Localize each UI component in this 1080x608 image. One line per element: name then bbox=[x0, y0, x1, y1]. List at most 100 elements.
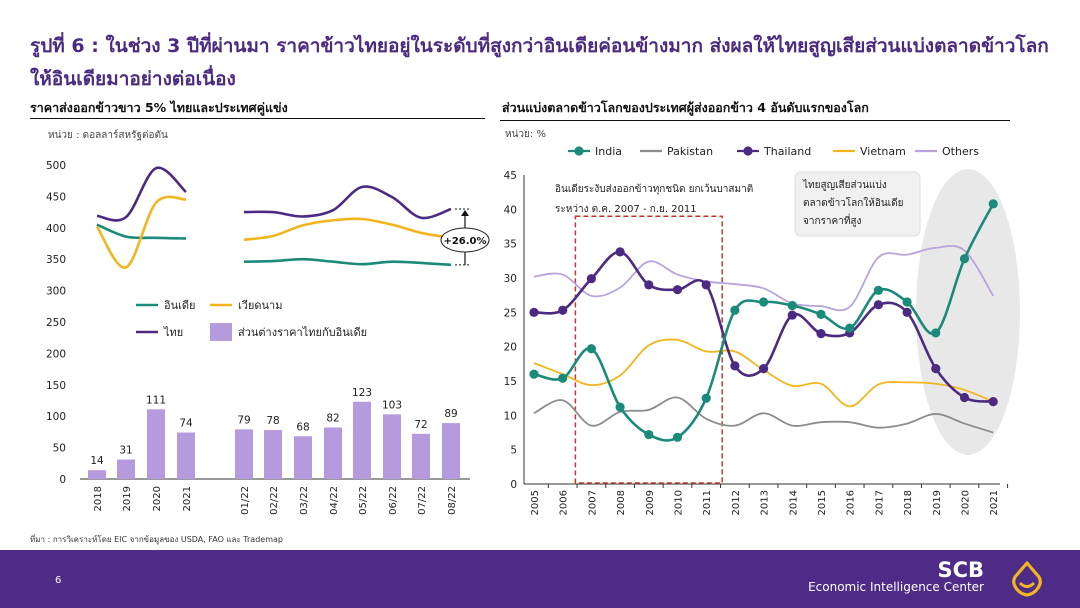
right-x-tick-label: 2006 bbox=[559, 490, 570, 515]
source-note: ที่มา : การวิเคราะห์โดย EIC จากข้อมูลของ… bbox=[30, 535, 283, 544]
right-y-tick-label: 35 bbox=[504, 239, 517, 251]
left-x-tick-label: 2021 bbox=[182, 486, 193, 511]
right-x-tick-label: 2019 bbox=[932, 490, 943, 515]
left-line-vietnam-monthly bbox=[243, 217, 452, 242]
left-x-tick-label: 02/22 bbox=[269, 486, 280, 515]
right-point-india bbox=[816, 309, 826, 319]
right-point-india bbox=[988, 199, 998, 209]
right-x-tick-label: 2009 bbox=[645, 490, 656, 515]
left-title-rule bbox=[30, 118, 485, 119]
left-bar bbox=[412, 433, 430, 479]
left-bar-label: 72 bbox=[414, 419, 427, 431]
right-x-tick-label: 2011 bbox=[702, 490, 713, 515]
right-y-tick-label: 40 bbox=[504, 204, 517, 216]
right-legend-label: Thailand bbox=[763, 145, 811, 158]
left-x-tick-label: 04/22 bbox=[329, 486, 340, 515]
right-point-thailand bbox=[759, 364, 769, 374]
left-y-tick-label: 200 bbox=[46, 348, 66, 360]
left-bar-label: 31 bbox=[119, 445, 132, 457]
right-point-india bbox=[931, 328, 941, 338]
left-gap-arrowhead bbox=[461, 209, 469, 216]
left-y-tick-label: 500 bbox=[46, 160, 66, 172]
right-point-thailand bbox=[644, 280, 654, 290]
left-bar-label: 123 bbox=[352, 387, 372, 399]
left-bar bbox=[177, 432, 195, 479]
right-x-tick-label: 2020 bbox=[961, 490, 972, 515]
left-x-tick-label: 08/22 bbox=[447, 486, 458, 515]
right-callout-box bbox=[794, 171, 921, 237]
left-x-tick-label: 05/22 bbox=[358, 486, 369, 515]
left-bar-label: 82 bbox=[326, 413, 339, 425]
left-y-tick-label: 150 bbox=[46, 380, 66, 392]
right-highlight-oval bbox=[916, 169, 1020, 455]
right-point-thailand bbox=[931, 364, 941, 374]
right-y-tick-label: 0 bbox=[510, 479, 517, 491]
right-point-thailand bbox=[672, 285, 683, 295]
right-point-thailand bbox=[558, 305, 568, 315]
left-bar-label: 103 bbox=[382, 399, 402, 411]
right-chart-title: ส่วนแบ่งตลาดข้าวโลกของประเทศผู้ส่งออกข้า… bbox=[502, 100, 869, 115]
right-point-thailand bbox=[730, 361, 740, 371]
left-bar-label: 89 bbox=[444, 408, 457, 420]
left-x-tick-label: 03/22 bbox=[299, 486, 310, 515]
left-x-tick-label: 01/22 bbox=[240, 486, 251, 515]
right-point-thailand bbox=[959, 392, 970, 403]
right-annotation-line-2: ระหว่าง ต.ค. 2007 - ก.ย. 2011 bbox=[555, 204, 697, 215]
left-y-tick-label: 50 bbox=[53, 443, 66, 455]
right-x-tick-label: 2014 bbox=[788, 490, 799, 515]
left-bar-label: 68 bbox=[296, 421, 309, 433]
right-point-india bbox=[902, 297, 912, 307]
right-point-thailand bbox=[586, 274, 597, 284]
right-point-india bbox=[759, 297, 769, 307]
right-x-tick-label: 2015 bbox=[817, 490, 828, 515]
right-callout-line-3: จากราคาที่สูง bbox=[803, 213, 862, 227]
right-legend-label: Vietnam bbox=[860, 145, 906, 158]
right-point-thailand bbox=[816, 329, 826, 339]
right-x-tick-label: 2007 bbox=[587, 490, 598, 515]
right-x-tick-label: 2010 bbox=[674, 490, 685, 515]
right-point-thailand bbox=[902, 307, 912, 317]
left-bar bbox=[147, 409, 165, 479]
right-point-india bbox=[615, 402, 625, 412]
right-point-thailand bbox=[529, 307, 539, 317]
right-point-thailand bbox=[787, 310, 797, 320]
left-line-thailand-monthly bbox=[243, 185, 452, 220]
right-x-tick-label: 2005 bbox=[530, 490, 541, 515]
page-number: 6 bbox=[55, 575, 62, 586]
right-point-india bbox=[586, 344, 597, 354]
left-bar bbox=[353, 401, 371, 479]
right-legend-marker bbox=[743, 146, 753, 156]
left-bar-label: 79 bbox=[237, 414, 250, 426]
right-point-india bbox=[529, 369, 539, 379]
right-x-tick-label: 2008 bbox=[616, 490, 627, 515]
left-line-thailand-yearly bbox=[96, 166, 187, 222]
right-x-tick-label: 2018 bbox=[903, 490, 914, 515]
right-x-tick-label: 2021 bbox=[989, 490, 1000, 515]
left-x-tick-label: 2018 bbox=[93, 486, 104, 511]
left-chart-unit: หน่วย : ดอลลาร์สหรัฐต่อตัน bbox=[48, 130, 168, 141]
right-title-rule bbox=[500, 120, 1010, 121]
left-x-tick-label: 07/22 bbox=[417, 486, 428, 515]
right-callout-line-1: ไทยสูญเสียส่วนแบ่ง bbox=[802, 179, 887, 191]
brand-name: SCB bbox=[937, 558, 984, 582]
right-y-tick-label: 15 bbox=[504, 376, 517, 388]
right-point-india bbox=[959, 254, 970, 264]
left-bar-label: 78 bbox=[266, 415, 279, 427]
right-callout-line-2: ตลาดข้าวโลกให้อินเดีย bbox=[803, 196, 903, 209]
left-y-tick-label: 100 bbox=[46, 411, 66, 423]
left-bar bbox=[294, 436, 312, 479]
left-bar bbox=[235, 429, 253, 479]
right-y-tick-label: 30 bbox=[504, 273, 517, 285]
left-bar-label: 74 bbox=[179, 418, 193, 430]
right-legend-marker bbox=[574, 146, 584, 156]
right-line-pakistan bbox=[533, 396, 994, 434]
right-x-tick-label: 2013 bbox=[760, 490, 771, 515]
right-point-thailand bbox=[701, 280, 711, 290]
scb-lotus-icon bbox=[1012, 561, 1042, 597]
right-point-india bbox=[730, 305, 740, 315]
right-legend-label: India bbox=[595, 145, 622, 158]
right-point-india bbox=[845, 323, 855, 333]
right-point-thailand bbox=[873, 300, 884, 310]
